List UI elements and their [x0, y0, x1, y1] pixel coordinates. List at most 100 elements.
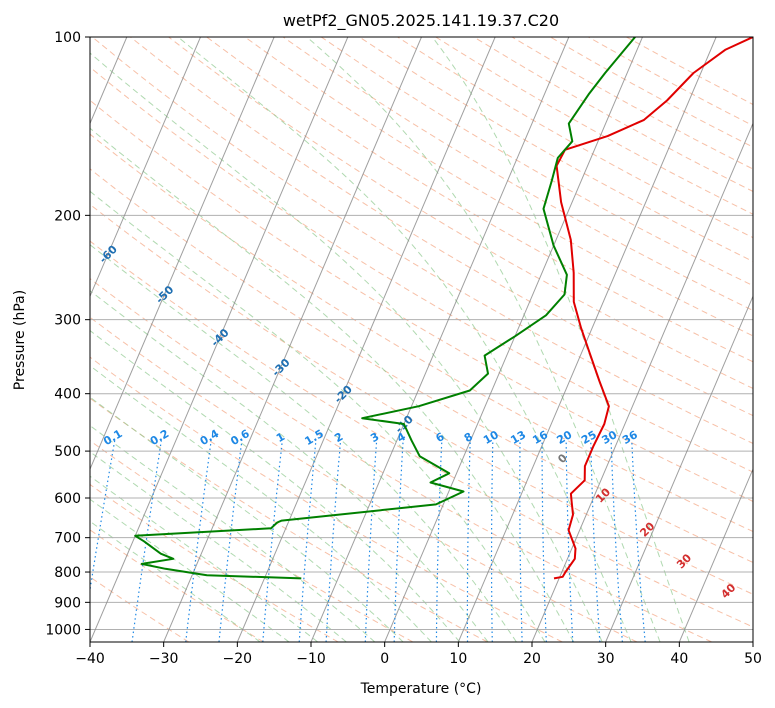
- x-tick-label: 30: [597, 651, 615, 667]
- dry-adiabat: [90, 133, 753, 533]
- mixing-ratio-line: [565, 440, 574, 642]
- mixing-ratio-label: 1: [274, 430, 287, 445]
- dry-adiabat: [511, 37, 753, 170]
- isotherm-label: -30: [269, 356, 292, 379]
- mixing-ratio-line: [541, 440, 547, 642]
- dewpoint-line: [134, 37, 636, 580]
- mixing-ratio-line: [262, 440, 283, 642]
- isotherm-line: [678, 467, 753, 642]
- isotherm-label: -80: [0, 144, 15, 167]
- y-tick-label: 100: [54, 30, 81, 46]
- isotherm-line: [236, 37, 496, 642]
- dry-adiabat: [282, 37, 753, 312]
- isotherm-line: [384, 37, 643, 642]
- y-tick-label: 400: [54, 387, 81, 403]
- isotherm-line: [90, 37, 275, 471]
- mixing-ratio-label: 8: [462, 430, 475, 445]
- isotherm-label: -60: [97, 242, 120, 265]
- dry-adiabat: [91, 37, 753, 445]
- moist-adiabat: [90, 329, 461, 642]
- mixing-ratio-label: 16: [530, 428, 550, 447]
- y-tick-label: 200: [54, 208, 81, 224]
- mixing-ratio-line: [631, 440, 646, 642]
- axis-ticks: −40 −30 −20 −10 0 10 20 30 40 5010020030040050060…: [45, 30, 762, 667]
- chart-title: wetPf2_GN05.2025.141.19.37.C20: [283, 11, 559, 31]
- x-tick-label: 10: [449, 651, 467, 667]
- mixing-ratio-label: 0.6: [228, 427, 252, 448]
- mixing-ratio-line: [393, 440, 404, 642]
- mixing-ratio-line: [298, 440, 317, 642]
- dry-adiabat: [90, 529, 264, 642]
- isotherm-line: [90, 37, 201, 298]
- mixing-ratio-label: 13: [508, 428, 528, 447]
- x-tick-label: 20: [523, 651, 541, 667]
- saturation-label: 20: [637, 519, 657, 539]
- y-tick-label: 1000: [45, 622, 81, 638]
- moist-adiabat: [431, 37, 690, 642]
- plot-frame: [89, 36, 754, 643]
- series-lines: [134, 37, 753, 580]
- isotherm-line: [752, 640, 753, 642]
- dry-adiabat: [435, 37, 753, 215]
- dry-adiabat: [244, 37, 753, 337]
- mixing-ratio-label: 0.4: [198, 427, 222, 448]
- mixing-ratio-label: 20: [555, 428, 575, 447]
- dry-adiabat: [90, 316, 638, 642]
- moist-adiabat: [90, 424, 376, 642]
- saturation-label: 30: [674, 551, 694, 571]
- moist-adiabat: [177, 37, 632, 642]
- dry-adiabat: [90, 397, 488, 642]
- dry-adiabat: [90, 440, 414, 642]
- isotherm-line: [310, 37, 570, 642]
- mixing-ratio-line: [435, 440, 443, 642]
- y-tick-label: 700: [54, 531, 81, 547]
- mixing-ratio-label: 36: [620, 428, 640, 447]
- y-tick-label: 800: [54, 565, 81, 581]
- moist-adiabat: [90, 520, 261, 642]
- dry-adiabat: [90, 576, 190, 642]
- y-tick-label: 600: [54, 491, 81, 507]
- mixing-ratio-label: 1.5: [302, 427, 325, 448]
- dry-adiabat: [90, 99, 753, 502]
- isotherm-line: [605, 295, 753, 642]
- dry-adiabat: [90, 278, 712, 642]
- mixing-ratio-label: 0.1: [101, 427, 124, 448]
- moist-adiabat: [90, 290, 489, 642]
- mixing-ratio-label: 6: [433, 430, 446, 445]
- y-tick-label: 900: [54, 595, 81, 611]
- moist-adiabat: [306, 37, 661, 642]
- moist-adiabat: [90, 190, 546, 642]
- moist-adiabat: [90, 365, 432, 642]
- dry-adiabat: [130, 37, 753, 417]
- isotherm-line: [531, 122, 753, 642]
- mixing-ratio-label: 2: [332, 430, 345, 445]
- dry-adiabat: [359, 37, 753, 263]
- mixing-ratio-line: [519, 440, 523, 642]
- moist-adiabat: [90, 396, 404, 642]
- x-tick-label: 40: [670, 651, 688, 667]
- dry-adiabat: [90, 203, 753, 595]
- x-tick-label: −10: [296, 651, 326, 667]
- moist-adiabat: [90, 52, 603, 642]
- x-tick-label: −30: [149, 651, 179, 667]
- saturation-label: 10: [593, 485, 613, 505]
- moist-adiabat: [90, 451, 347, 642]
- saturation-label: 40: [718, 581, 738, 601]
- isotherm-line: [90, 37, 349, 642]
- mixing-ratio-line: [590, 440, 601, 642]
- mixing-ratio-line: [610, 440, 623, 642]
- mixing-ratio-line: [131, 440, 162, 642]
- moist-adiabat: [90, 475, 319, 642]
- isotherm-line: [163, 37, 422, 642]
- mixing-ratio-line: [466, 440, 471, 642]
- background-lines: [90, 37, 753, 642]
- y-tick-label: 300: [54, 313, 81, 329]
- isotherm-label: -20: [332, 383, 355, 406]
- mixing-ratio-line: [490, 440, 494, 642]
- x-tick-label: 50: [744, 651, 762, 667]
- mixing-ratio-line: [325, 440, 342, 642]
- moist-adiabat: [90, 244, 517, 642]
- dry-adiabat: [90, 483, 339, 642]
